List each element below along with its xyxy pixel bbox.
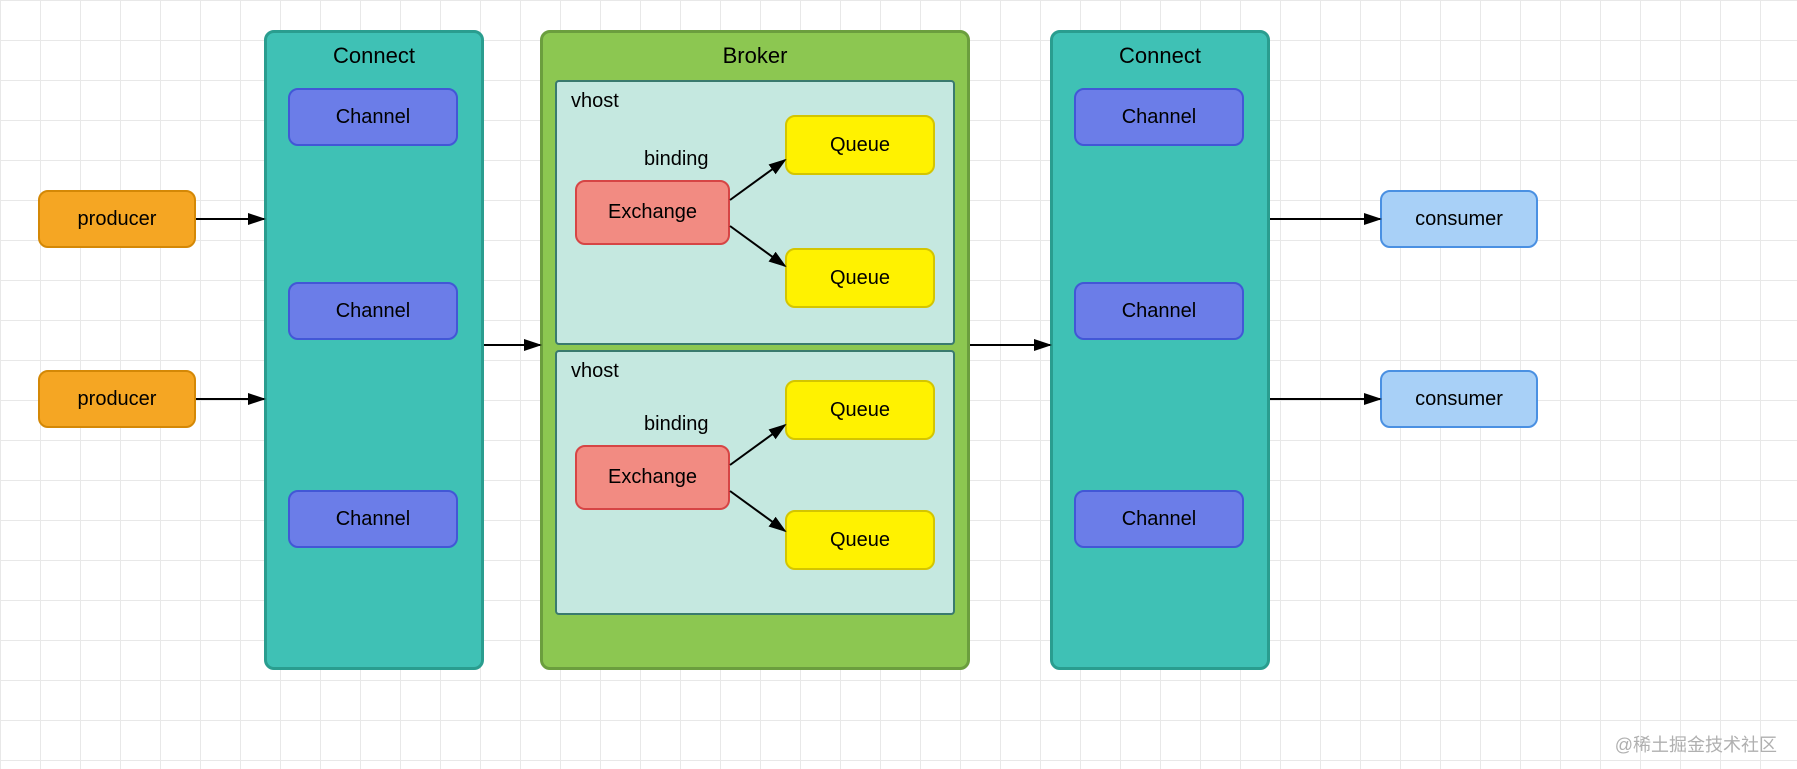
channel-label: Channel [336, 106, 411, 129]
channel-box: Channel [1074, 490, 1244, 548]
consumer-box: consumer [1380, 370, 1538, 428]
broker-title: Broker [543, 33, 967, 75]
consumer-label: consumer [1415, 208, 1503, 231]
exchange-box: Exchange [575, 180, 730, 245]
queue-label: Queue [830, 399, 890, 422]
channel-box: Channel [1074, 282, 1244, 340]
binding-label: binding [644, 148, 709, 171]
channel-label: Channel [336, 300, 411, 323]
queue-label: Queue [830, 267, 890, 290]
channel-box: Channel [288, 490, 458, 548]
queue-box: Queue [785, 510, 935, 570]
binding-label: binding [644, 413, 709, 436]
channel-label: Channel [1122, 300, 1197, 323]
exchange-label: Exchange [608, 201, 697, 224]
queue-box: Queue [785, 248, 935, 308]
consumer-label: consumer [1415, 388, 1503, 411]
producer-label: producer [78, 208, 157, 231]
connect-title: Connect [1053, 33, 1267, 75]
channel-label: Channel [1122, 508, 1197, 531]
channel-box: Channel [288, 88, 458, 146]
consumer-box: consumer [1380, 190, 1538, 248]
queue-box: Queue [785, 115, 935, 175]
queue-box: Queue [785, 380, 935, 440]
exchange-label: Exchange [608, 466, 697, 489]
connect-title: Connect [267, 33, 481, 75]
channel-label: Channel [336, 508, 411, 531]
producer-box: producer [38, 190, 196, 248]
producer-label: producer [78, 388, 157, 411]
channel-label: Channel [1122, 106, 1197, 129]
watermark: @稀土掘金技术社区 [1615, 731, 1777, 757]
producer-box: producer [38, 370, 196, 428]
exchange-box: Exchange [575, 445, 730, 510]
queue-label: Queue [830, 134, 890, 157]
queue-label: Queue [830, 529, 890, 552]
channel-box: Channel [1074, 88, 1244, 146]
channel-box: Channel [288, 282, 458, 340]
